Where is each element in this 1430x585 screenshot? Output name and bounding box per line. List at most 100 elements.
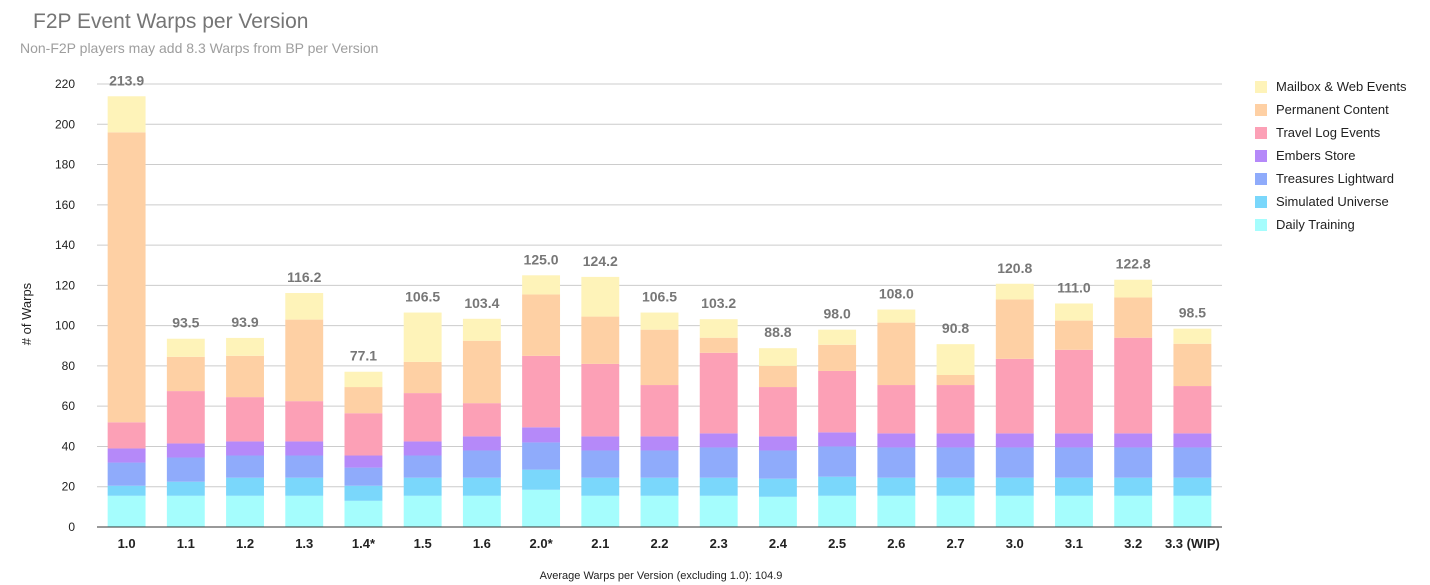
x-tick-label: 1.6 (473, 536, 491, 551)
bar-segment (699, 495, 738, 527)
bar-segment (995, 299, 1034, 359)
bar-segment (818, 495, 857, 527)
bar-total-label: 122.8 (1116, 256, 1151, 272)
bar-segment (640, 329, 679, 386)
y-axis-label: # of Warps (19, 282, 34, 345)
bar-segment (107, 132, 146, 423)
bar-segment (1114, 477, 1153, 496)
bars (107, 96, 1212, 527)
bar-segment (166, 391, 205, 444)
x-tick-label: 1.1 (177, 536, 195, 551)
bar-segment (1173, 495, 1212, 527)
bar-segment (877, 447, 916, 478)
bar-segment (818, 329, 857, 345)
bar-segment (877, 385, 916, 434)
y-tick-label: 160 (55, 198, 75, 212)
bar-segment (758, 478, 797, 497)
legend-item[interactable]: Permanent Content (1255, 98, 1407, 121)
bar-segment (936, 477, 975, 496)
x-tick-label: 2.0* (530, 536, 554, 551)
bar-segment (640, 385, 679, 437)
bar-segment (462, 477, 501, 496)
bar-segment (995, 447, 1034, 478)
bar-segment (818, 370, 857, 433)
bar-segment (403, 393, 442, 442)
bar-segment (107, 448, 146, 463)
x-tick-label: 1.4* (352, 536, 376, 551)
bar-segment (699, 337, 738, 353)
bar-segment (344, 371, 383, 388)
bar-total-label: 90.8 (942, 320, 969, 336)
bar-segment (107, 96, 146, 133)
bar-segment (344, 455, 383, 468)
y-tick-label: 220 (55, 77, 75, 91)
legend-item[interactable]: Travel Log Events (1255, 121, 1407, 144)
bar-segment (877, 309, 916, 323)
bar-segment (285, 477, 324, 496)
bar-total-label: 103.2 (701, 295, 736, 311)
legend-label: Treasures Lightward (1276, 171, 1395, 186)
total-labels: 213.9 93.5 93.9 116.2 77.1 106.5 103.4 125.0 124… (109, 72, 1206, 363)
bar-total-label: 116.2 (287, 269, 321, 285)
bar-segment (1114, 279, 1153, 298)
bar-segment (1173, 343, 1212, 387)
bar-segment (581, 495, 620, 527)
bar-segment (581, 276, 620, 317)
x-tick-label: 3.2 (1124, 536, 1142, 551)
bar-segment (522, 294, 561, 356)
bar-segment (640, 477, 679, 496)
bar-segment (818, 446, 857, 477)
bar-segment (877, 495, 916, 527)
bar-segment (522, 442, 561, 470)
y-tick-label: 40 (62, 439, 76, 453)
bar-segment (1114, 495, 1153, 527)
y-tick-label: 80 (62, 359, 76, 373)
bar-segment (936, 433, 975, 448)
bar-segment (344, 467, 383, 486)
bar-segment (166, 481, 205, 496)
bar-segment (758, 496, 797, 527)
bar-segment (226, 455, 264, 478)
x-tick-label: 2.7 (947, 536, 965, 551)
bar-segment (403, 477, 442, 496)
bar-segment (1055, 303, 1093, 321)
legend-item[interactable]: Mailbox & Web Events (1255, 75, 1407, 98)
bar-total-label: 124.2 (583, 253, 618, 269)
bar-segment (166, 457, 205, 482)
bar-total-label: 111.0 (1057, 279, 1091, 295)
bar-segment (1114, 447, 1153, 478)
bar-segment (1173, 477, 1212, 496)
bar-segment (699, 447, 738, 478)
chart-title: F2P Event Warps per Version (33, 10, 309, 33)
legend-item[interactable]: Embers Store (1255, 144, 1407, 167)
bar-segment (403, 455, 442, 478)
y-tick-label: 120 (55, 278, 75, 292)
bar-segment (1055, 477, 1093, 496)
x-tick-label: 3.3 (WIP) (1165, 536, 1220, 551)
bar-segment (640, 495, 679, 527)
bar-segment (995, 477, 1034, 496)
bar-segment (226, 495, 264, 527)
bar-segment (1173, 433, 1212, 448)
bar-total-label: 106.5 (642, 289, 677, 305)
bar-segment (522, 469, 561, 490)
y-tick-label: 100 (55, 319, 75, 333)
legend-item[interactable]: Simulated Universe (1255, 190, 1407, 213)
legend-label: Embers Store (1276, 148, 1356, 163)
legend-item[interactable]: Treasures Lightward (1255, 167, 1407, 190)
bar-segment (344, 413, 383, 456)
bar-segment (936, 447, 975, 478)
legend-swatch (1255, 218, 1267, 231)
bar-total-label: 98.0 (824, 306, 851, 322)
bar-segment (1173, 386, 1212, 434)
legend-item[interactable]: Daily Training (1255, 213, 1407, 236)
bar-segment (581, 436, 620, 451)
bar-segment (226, 337, 264, 356)
x-tick-label: 2.4 (769, 536, 788, 551)
bar-segment (758, 365, 797, 388)
legend-swatch (1255, 103, 1267, 116)
bar-segment (166, 495, 205, 527)
bar-segment (936, 344, 975, 375)
chart-subtitle: Non-F2P players may add 8.3 Warps from B… (20, 40, 379, 56)
bar-segment (226, 397, 264, 442)
